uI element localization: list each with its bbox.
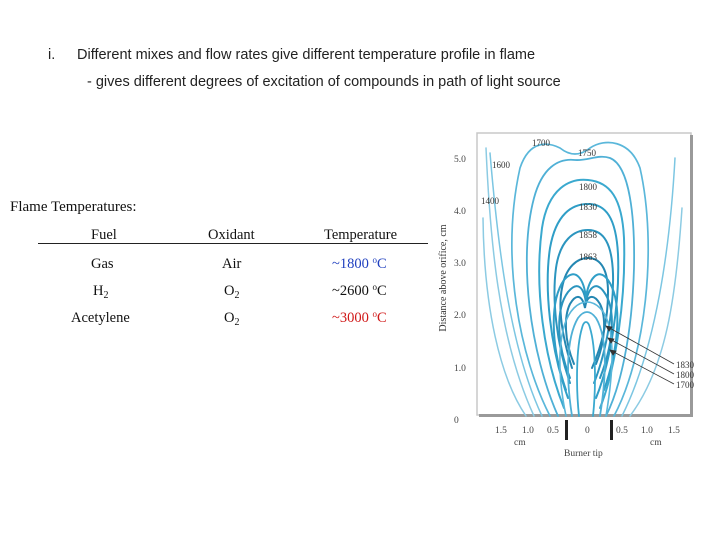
table-rule (38, 243, 428, 244)
contour-1600-left (489, 152, 543, 417)
contour-outer-right (629, 207, 683, 417)
contour-1830 (546, 202, 620, 399)
label-1863: 1863 (579, 252, 598, 262)
callout-labels: 1830 1800 1700 (676, 360, 695, 390)
contour-cone-3 (559, 301, 613, 417)
x-unit-left: cm (514, 438, 526, 448)
row-2-oxidant: O2 (224, 283, 240, 301)
bullet-text: Different mixes and flow rates give diff… (77, 47, 536, 63)
callout-1830: 1830 (676, 360, 695, 370)
contour-outer-left (482, 217, 527, 417)
x-tick-1: 1.0 (522, 426, 534, 436)
row-1-fuel: Gas (91, 256, 114, 272)
contour-labels: 1700 1750 1600 1800 1400 1830 1858 1863 (481, 138, 598, 262)
x-tick-2: 0.5 (547, 426, 559, 436)
label-1858: 1858 (579, 230, 598, 240)
contour-1800 (538, 178, 626, 409)
arrowhead-1800 (607, 337, 615, 344)
label-1830: 1830 (579, 202, 598, 212)
header-temperature: Temperature (324, 227, 398, 243)
x-tick-labels: 1.5 1.0 0.5 0 0.5 1.0 1.5 cm cm Burner t… (495, 426, 680, 459)
x-tick-3: 0 (585, 426, 590, 436)
row-2-fuel: H2 (93, 283, 109, 301)
contour-1400-left (485, 147, 535, 417)
contour-inner-1 (564, 296, 606, 365)
y-tick-1: 1.0 (454, 364, 466, 374)
x-unit-right: cm (650, 438, 662, 448)
contour-inner-3 (552, 273, 619, 391)
panel-shadow-bottom (479, 414, 693, 417)
label-1800: 1800 (579, 182, 598, 192)
arrowhead-1830 (605, 325, 613, 332)
sub-bullet-text: - gives different degrees of excitation … (87, 74, 561, 90)
flame-temperature-profile-diagram: Distance above orifice, cm 0 1.0 2.0 3.0… (438, 132, 695, 459)
burner-tip-right (610, 420, 613, 440)
y-tick-3: 3.0 (454, 259, 466, 269)
callout-line-1830 (605, 325, 675, 365)
row-3-fuel: Acetylene (71, 310, 130, 326)
y-tick-2: 2.0 (454, 311, 466, 321)
callout-1700: 1700 (676, 380, 695, 390)
y-tick-5: 5.0 (454, 155, 466, 165)
burner-tip-label: Burner tip (564, 449, 603, 459)
callout-arrows (605, 325, 675, 385)
row-1-oxidant: Air (222, 256, 242, 272)
table-title: Flame Temperatures: (10, 199, 137, 215)
label-1700: 1700 (532, 138, 551, 148)
contour-1600-right (621, 157, 676, 417)
callout-line-1700 (609, 349, 675, 385)
y-tick-4: 4.0 (454, 207, 466, 217)
contour-cone-2 (567, 311, 606, 417)
y-tick-0: 0 (454, 416, 459, 426)
panel-shadow (690, 135, 693, 417)
callout-line-1800 (607, 337, 675, 375)
x-tick-5: 1.0 (641, 426, 653, 436)
contour-inner-2 (558, 285, 613, 379)
y-axis-label: Distance above orifice, cm (438, 224, 449, 331)
row-3-oxidant: O2 (224, 310, 240, 328)
bullet-number: i. (48, 47, 56, 63)
header-fuel: Fuel (91, 227, 117, 243)
contour-1700 (511, 141, 650, 417)
row-3-temperature: ~3000 oC (332, 309, 387, 326)
diagram-panel (476, 132, 692, 416)
burner-tip-left (565, 420, 568, 440)
row-1-temperature: ~1800 oC (332, 255, 387, 272)
temperature-contours (482, 141, 683, 417)
header-oxidant: Oxidant (208, 227, 255, 243)
contour-1750 (525, 155, 636, 417)
label-1600: 1600 (492, 160, 511, 170)
label-1750: 1750 (578, 148, 597, 158)
arrowhead-1700 (609, 349, 617, 356)
x-tick-4: 0.5 (616, 426, 628, 436)
x-tick-6: 1.5 (668, 426, 680, 436)
callout-1800: 1800 (676, 370, 695, 380)
y-tick-labels: 0 1.0 2.0 3.0 4.0 5.0 (454, 155, 466, 426)
row-2-temperature: ~2600 oC (332, 282, 387, 299)
label-1400: 1400 (481, 196, 500, 206)
contour-cone-1 (576, 321, 596, 417)
x-tick-0: 1.5 (495, 426, 507, 436)
